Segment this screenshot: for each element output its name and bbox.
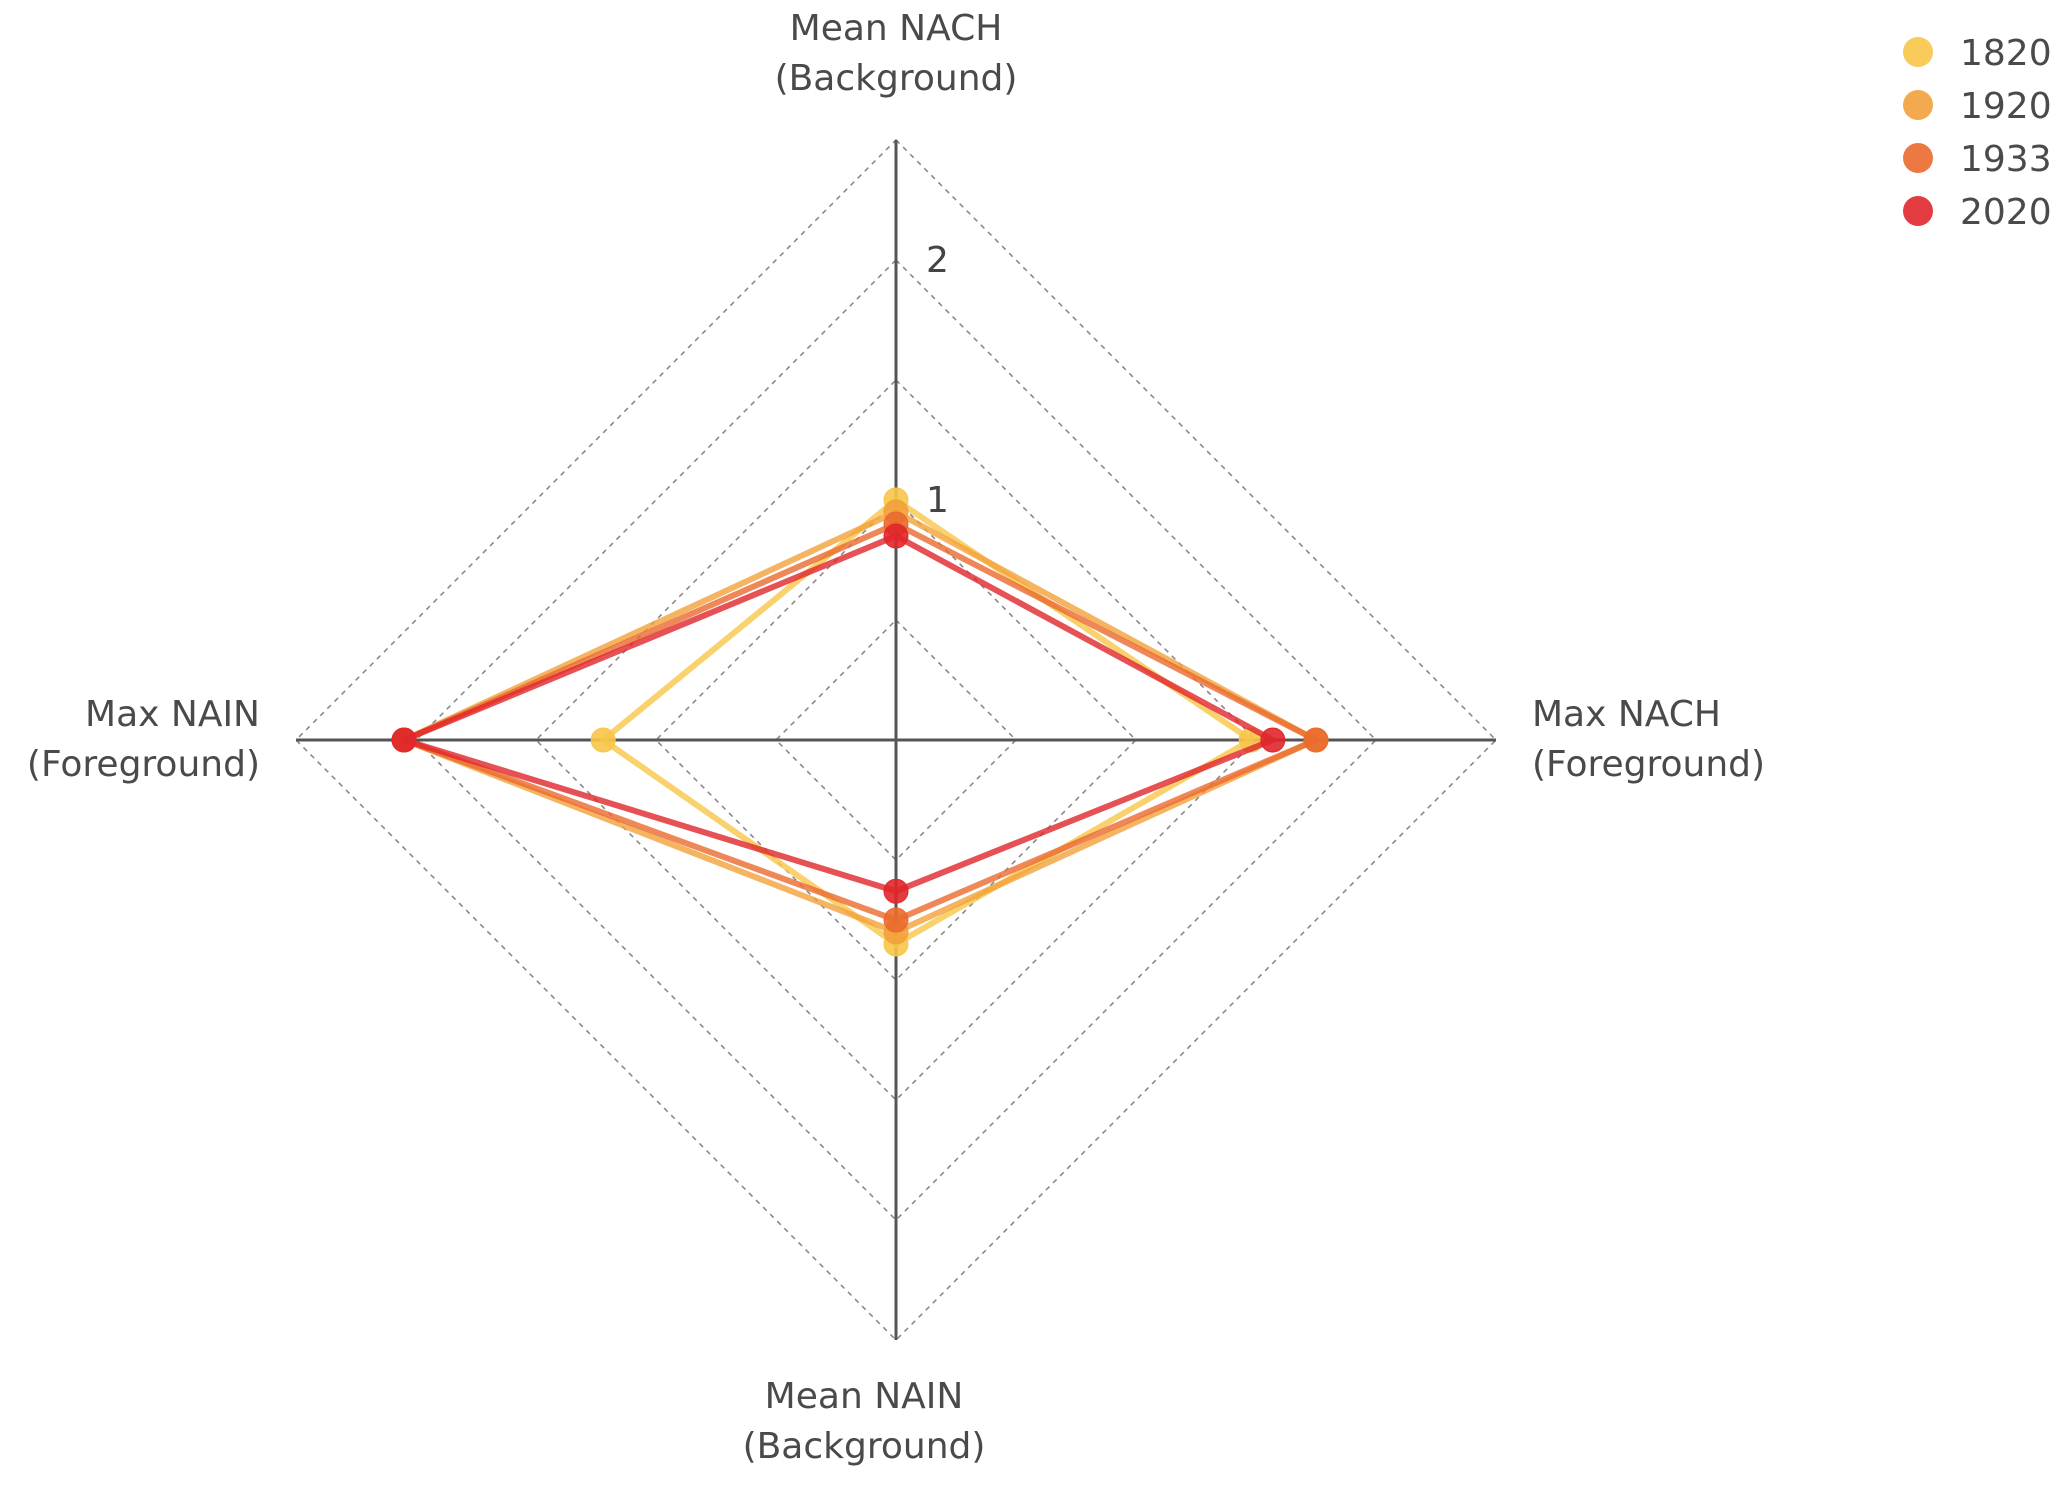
radial-tick-label: 2: [926, 240, 949, 281]
axis-label-line: (Background): [775, 58, 1018, 99]
axis-label-line: Max NACH: [1532, 694, 1721, 735]
series-point[interactable]: [590, 727, 616, 753]
axis-label-line: Mean NAIN: [765, 1376, 964, 1417]
legend-label: 1820: [1960, 33, 2052, 74]
legend-item-1933[interactable]: 1933: [1903, 139, 2052, 180]
radar-grid: [294, 138, 1498, 1342]
legend-marker: [1903, 143, 1933, 173]
legend-marker: [1903, 90, 1933, 120]
series-1933: [391, 511, 1329, 933]
axis-label-line: (Foreground): [27, 744, 260, 785]
legend[interactable]: 1820 1920 1933 2020: [1903, 33, 2052, 233]
legend-item-1820[interactable]: 1820: [1903, 33, 2052, 74]
axis-label-line: (Foreground): [1532, 744, 1765, 785]
series-point[interactable]: [883, 907, 909, 933]
axis-label-2: Max NACH (Foreground): [1532, 694, 1765, 785]
series-line: [401, 521, 1319, 923]
grid-ring-1: [774, 618, 1018, 862]
radar-series: [391, 487, 1329, 957]
series-line: [401, 533, 1276, 895]
legend-label: 2020: [1960, 192, 2052, 233]
grid-ring-4: [414, 258, 1378, 1222]
legend-marker: [1903, 196, 1933, 226]
axis-label-line: (Background): [743, 1426, 986, 1467]
series-line: [401, 509, 1319, 935]
series-point[interactable]: [883, 878, 909, 904]
series-2020: [391, 523, 1286, 904]
legend-item-2020[interactable]: 2020: [1903, 192, 2052, 233]
legend-marker: [1903, 37, 1933, 67]
axis-label-4: Max NAIN (Foreground): [27, 694, 260, 785]
legend-label: 1933: [1960, 139, 2052, 180]
legend-item-1920[interactable]: 1920: [1903, 86, 2052, 127]
series-point[interactable]: [1260, 727, 1286, 753]
axis-label-line: Max NAIN: [85, 694, 260, 735]
axis-label-3: Mean NAIN (Background): [743, 1376, 986, 1467]
legend-label: 1920: [1960, 86, 2052, 127]
grid-ring-2: [654, 498, 1138, 982]
series-point[interactable]: [883, 523, 909, 549]
axis-labels: Mean NACH (Background) Max NACH (Foreground…: [27, 8, 1765, 1467]
axis-label-1: Mean NACH (Background): [775, 8, 1018, 99]
axis-label-line: Mean NACH: [790, 8, 1003, 49]
radial-tick-label: 1: [926, 480, 949, 521]
series-point[interactable]: [1303, 727, 1329, 753]
series-1820: [590, 487, 1264, 957]
series-point[interactable]: [391, 727, 417, 753]
radial-ticks: 12: [926, 240, 949, 521]
